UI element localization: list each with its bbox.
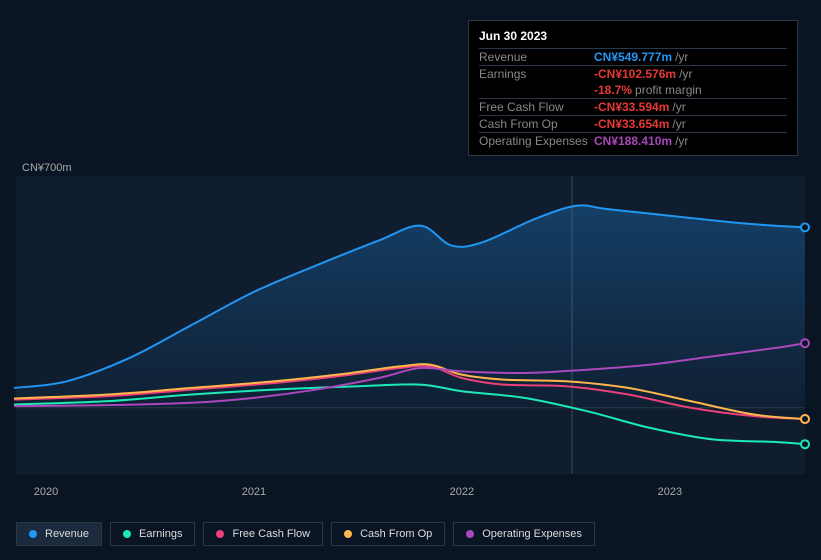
tooltip-label: Earnings xyxy=(479,67,594,81)
tooltip-unit: /yr xyxy=(675,50,688,64)
tooltip-unit: profit margin xyxy=(635,83,702,97)
tooltip-label: Cash From Op xyxy=(479,117,594,131)
tooltip-value: -18.7% xyxy=(594,83,632,97)
legend-label: Free Cash Flow xyxy=(232,528,310,540)
legend-label: Cash From Op xyxy=(360,528,432,540)
series-end-marker-revenue xyxy=(801,223,809,231)
tooltip-value: CN¥188.410m xyxy=(594,134,672,148)
legend-dot-icon xyxy=(344,530,352,538)
series-end-marker-opex xyxy=(801,339,809,347)
tooltip-unit: /yr xyxy=(672,100,685,114)
chart-tooltip: Jun 30 2023 RevenueCN¥549.777m/yrEarning… xyxy=(468,20,798,156)
tooltip-value: -CN¥33.594m xyxy=(594,100,669,114)
legend-item-cfo[interactable]: Cash From Op xyxy=(331,522,445,546)
tooltip-label: Revenue xyxy=(479,50,594,64)
legend-dot-icon xyxy=(466,530,474,538)
y-axis-label: CN¥700m xyxy=(22,162,72,174)
x-axis-label: 2020 xyxy=(34,486,58,498)
legend-item-revenue[interactable]: Revenue xyxy=(16,522,102,546)
tooltip-unit: /yr xyxy=(672,117,685,131)
legend-dot-icon xyxy=(29,530,37,538)
tooltip-label: Operating Expenses xyxy=(479,134,594,148)
tooltip-date: Jun 30 2023 xyxy=(479,27,787,48)
legend-item-fcf[interactable]: Free Cash Flow xyxy=(203,522,323,546)
x-axis-label: 2023 xyxy=(658,486,682,498)
tooltip-row: Cash From Op-CN¥33.654m/yr xyxy=(479,115,787,132)
legend-label: Operating Expenses xyxy=(482,528,582,540)
series-end-marker-earnings xyxy=(801,440,809,448)
chart-legend: Revenue Earnings Free Cash Flow Cash From O… xyxy=(16,522,595,546)
x-axis-label: 2022 xyxy=(450,486,474,498)
legend-label: Revenue xyxy=(45,528,89,540)
legend-dot-icon xyxy=(123,530,131,538)
tooltip-value: -CN¥33.654m xyxy=(594,117,669,131)
chart-plot xyxy=(16,176,805,474)
legend-item-earnings[interactable]: Earnings xyxy=(110,522,195,546)
tooltip-unit: /yr xyxy=(675,134,688,148)
x-axis-label: 2021 xyxy=(242,486,266,498)
tooltip-value: CN¥549.777m xyxy=(594,50,672,64)
tooltip-label: Free Cash Flow xyxy=(479,100,594,114)
tooltip-unit: /yr xyxy=(679,67,692,81)
tooltip-row: Free Cash Flow-CN¥33.594m/yr xyxy=(479,98,787,115)
tooltip-rows: RevenueCN¥549.777m/yrEarnings-CN¥102.576… xyxy=(479,48,787,149)
series-end-marker-cfo xyxy=(801,415,809,423)
tooltip-row: -18.7%profit margin xyxy=(479,82,787,98)
tooltip-row: Operating ExpensesCN¥188.410m/yr xyxy=(479,132,787,149)
tooltip-row: RevenueCN¥549.777m/yr xyxy=(479,48,787,65)
legend-dot-icon xyxy=(216,530,224,538)
legend-item-opex[interactable]: Operating Expenses xyxy=(453,522,595,546)
tooltip-row: Earnings-CN¥102.576m/yr xyxy=(479,65,787,82)
tooltip-value: -CN¥102.576m xyxy=(594,67,676,81)
legend-label: Earnings xyxy=(139,528,182,540)
